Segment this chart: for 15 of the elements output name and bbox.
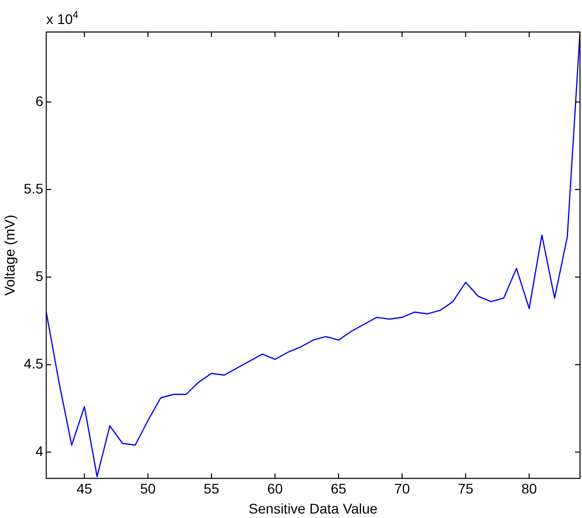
x-tick-label: 80 (521, 480, 538, 497)
x-tick-label: 75 (458, 480, 474, 497)
y-tick-label: 4 (35, 443, 44, 459)
y-tick-label: 5 (35, 268, 44, 284)
x-axis-title: Sensitive Data Value (248, 500, 378, 516)
x-tick-label: 60 (267, 480, 284, 497)
y-tick-label: 5.5 (24, 180, 44, 196)
x-tick-label: 55 (204, 480, 220, 497)
y-axis-title: Voltage (mV) (1, 214, 18, 296)
x-tick-label: 70 (394, 480, 410, 497)
x-tick-label: 65 (330, 480, 347, 497)
y-tick-label: 6 (35, 92, 44, 109)
y-tick-label: 4.5 (24, 355, 44, 372)
x-tick-label: 50 (140, 480, 156, 497)
x-tick-label: 45 (76, 480, 92, 497)
